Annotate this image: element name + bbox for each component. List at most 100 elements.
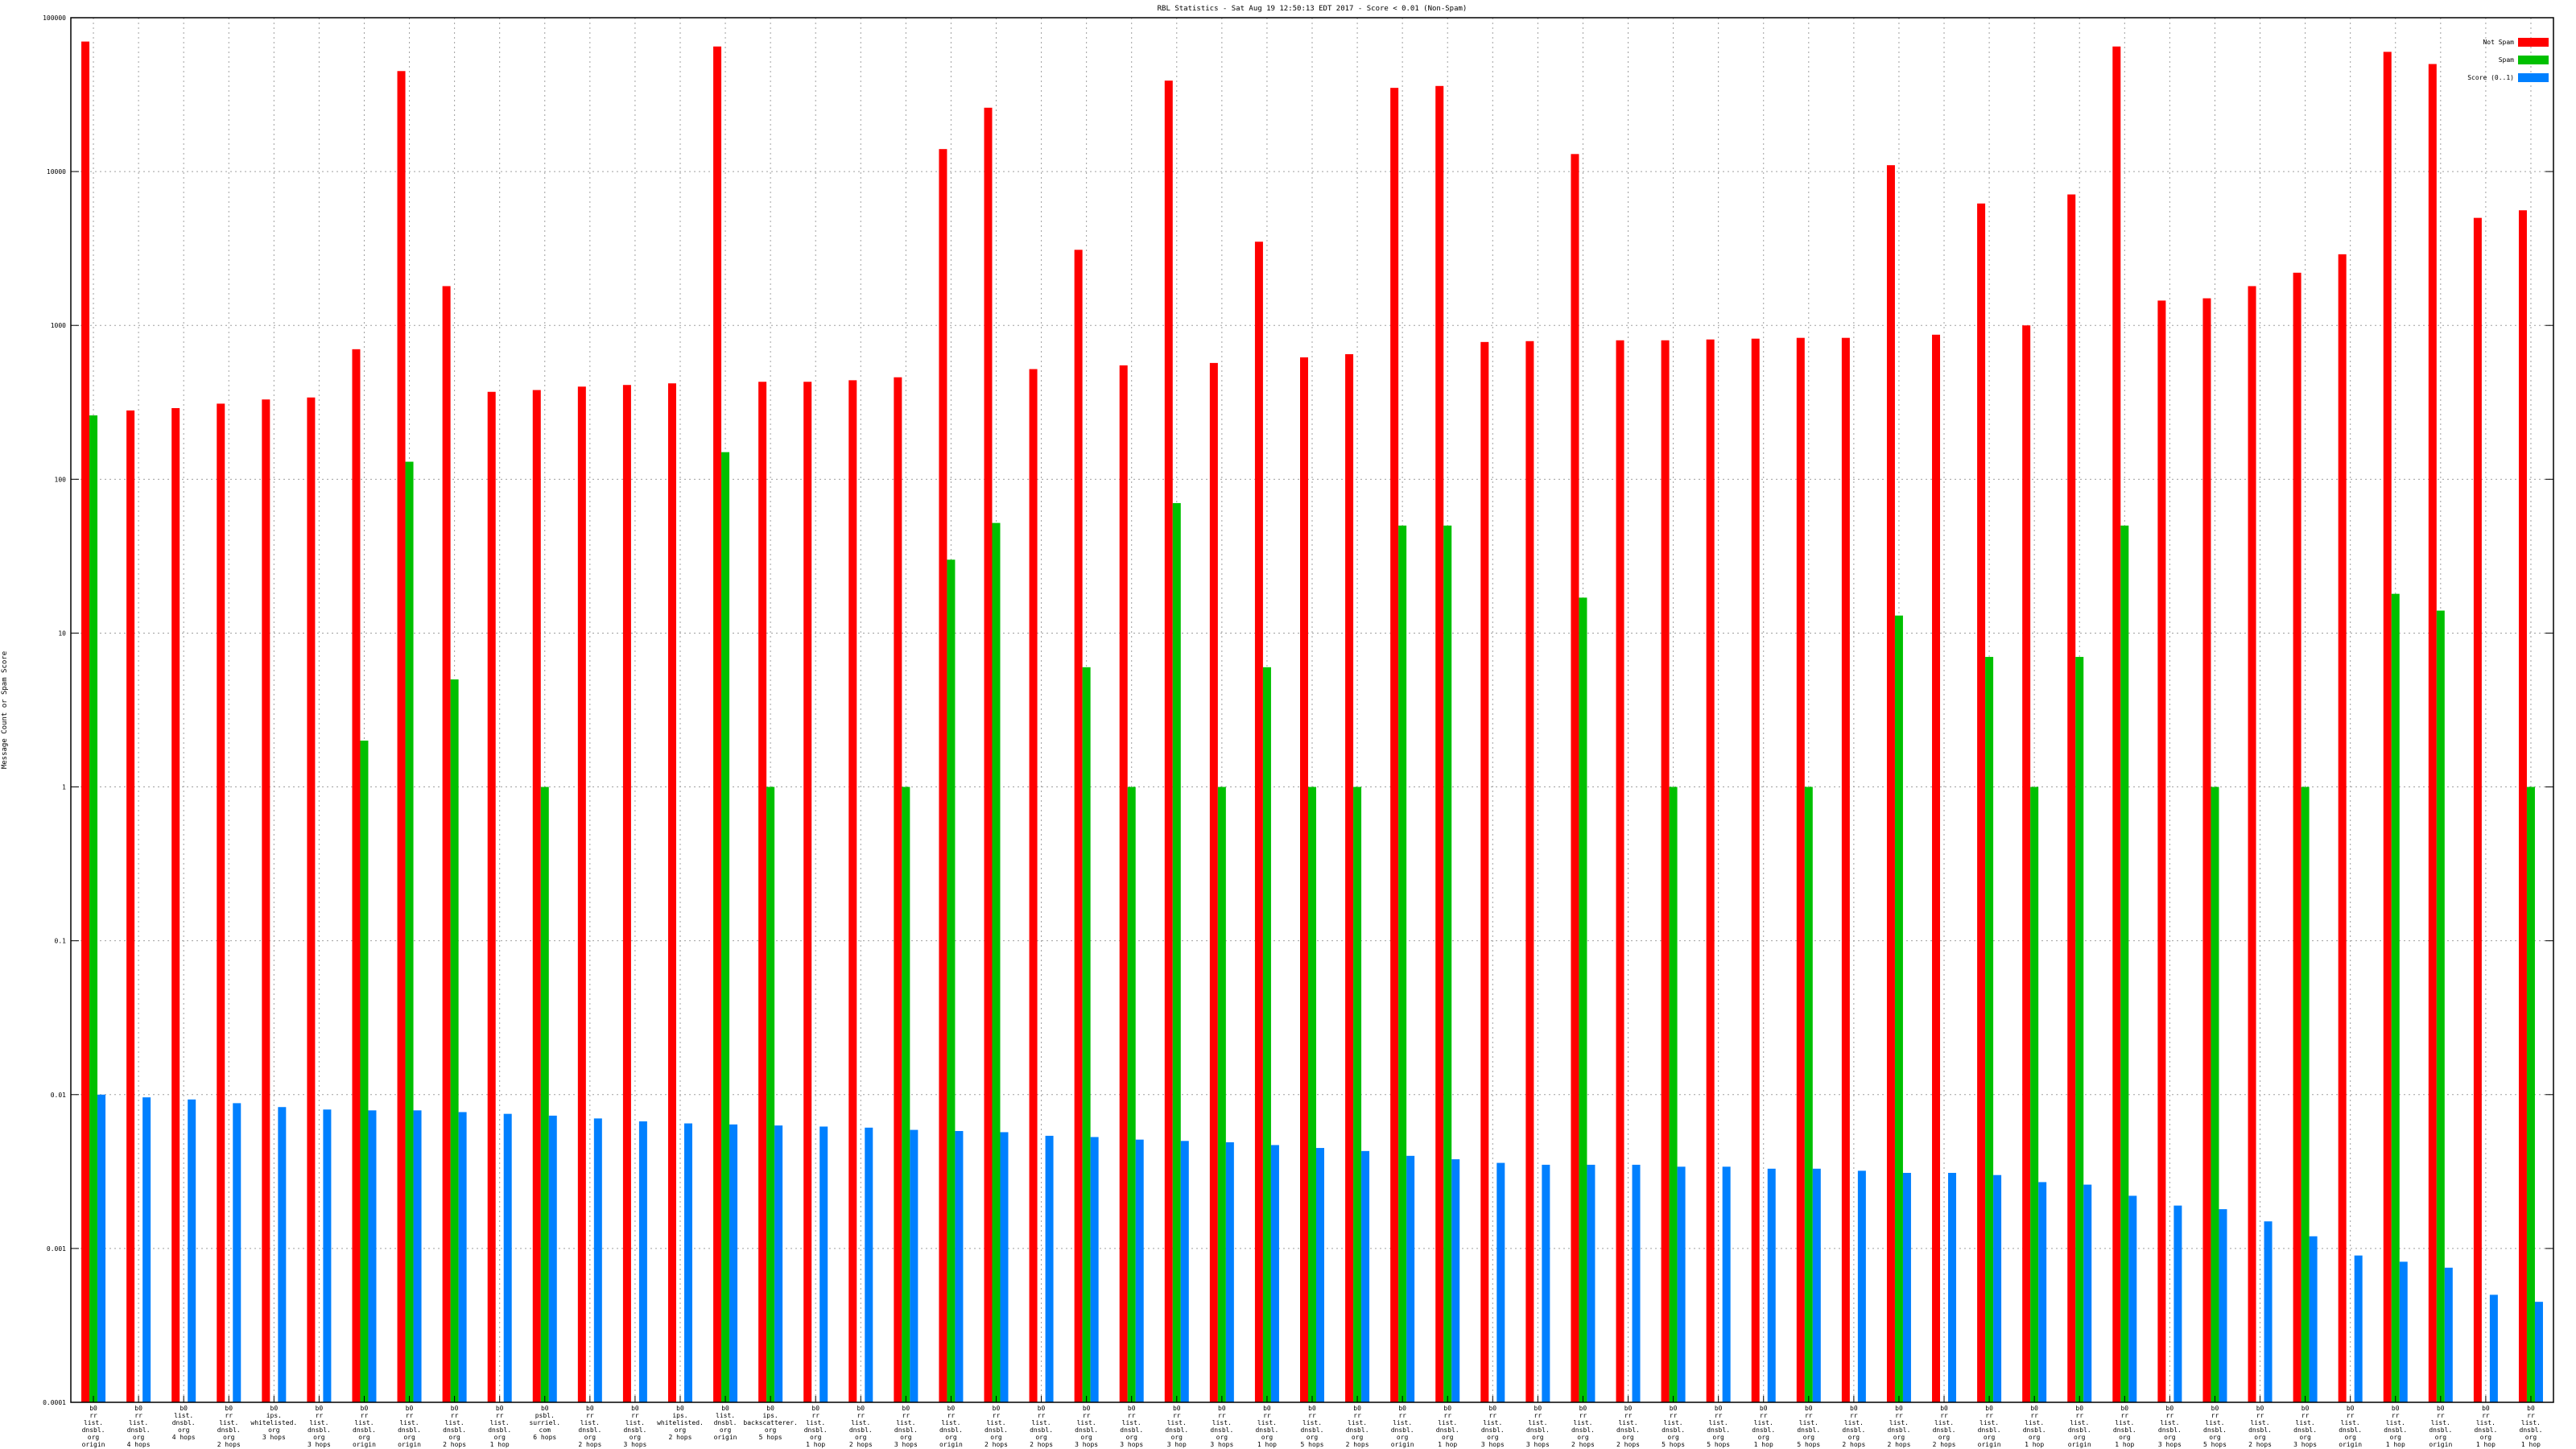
bar-not-spam	[307, 397, 316, 1402]
x-tick-label: b0	[270, 1405, 279, 1412]
x-tick-label: org	[1712, 1434, 1724, 1441]
x-tick-label: b0	[902, 1405, 910, 1412]
bar-spam	[1217, 786, 1226, 1402]
bar-spam	[2075, 657, 2084, 1402]
x-tick-label: rr	[1443, 1412, 1451, 1419]
x-tick-label: list.	[1077, 1419, 1096, 1426]
bar-not-spam	[397, 71, 406, 1403]
x-tick-label: dnsbl.	[1887, 1426, 1910, 1434]
x-tick-label: 2 hops	[1571, 1441, 1595, 1448]
x-tick-label: b0	[1805, 1405, 1813, 1412]
bar-not-spam	[848, 380, 857, 1403]
x-tick-label: b0	[721, 1405, 729, 1412]
bar-score-0-1	[368, 1110, 377, 1402]
x-tick-label: dnsbl.	[398, 1426, 421, 1434]
bar-score-0-1	[548, 1115, 557, 1402]
bar-spam	[2211, 786, 2219, 1402]
x-tick-label: rr	[1850, 1412, 1858, 1419]
bar-not-spam	[1751, 338, 1760, 1402]
bar-score-0-1	[1948, 1172, 1957, 1402]
x-tick-label: rr	[225, 1412, 233, 1419]
bar-score-0-1	[2264, 1221, 2273, 1402]
x-tick-label: 3 hops	[623, 1441, 646, 1448]
bar-score-0-1	[865, 1127, 873, 1402]
bar-score-0-1	[2219, 1209, 2227, 1402]
x-tick-label: org	[448, 1434, 460, 1441]
bar-score-0-1	[1632, 1164, 1641, 1402]
x-tick-label: org	[1171, 1434, 1183, 1441]
bar-spam	[1579, 597, 1587, 1402]
bar-not-spam	[171, 407, 180, 1403]
x-tick-label: b0	[1353, 1405, 1361, 1412]
x-tick-label: list.	[716, 1412, 735, 1419]
x-tick-label: rr	[2347, 1412, 2355, 1419]
x-tick-label: list.	[1528, 1419, 1547, 1426]
bar-not-spam	[1706, 339, 1715, 1402]
x-tick-label: rr	[2211, 1412, 2219, 1419]
x-tick-label: b0	[811, 1405, 819, 1412]
x-tick-label: list.	[1844, 1419, 1864, 1426]
x-tick-label: dnsbl.	[2023, 1426, 2046, 1434]
y-tick-label: 10	[58, 630, 66, 637]
bar-spam	[2030, 786, 2039, 1402]
x-tick-label: org	[720, 1426, 732, 1434]
bar-spam	[721, 452, 730, 1402]
x-tick-label: list.	[1167, 1419, 1187, 1426]
x-tick-label: org	[2344, 1434, 2356, 1441]
x-tick-label: dnsbl.	[2339, 1426, 2362, 1434]
x-axis-ticks: b0rrlist.dnsbl.orgoriginb0rrlist.dnsbl.o…	[82, 1396, 2542, 1448]
x-tick-label: dnsbl.	[1842, 1426, 1865, 1434]
legend: Not Spam Spam Score (0..1)	[2467, 38, 2549, 82]
x-tick-label: list.	[1302, 1419, 1322, 1426]
bar-not-spam	[217, 403, 225, 1402]
bar-not-spam	[1345, 353, 1354, 1402]
x-tick-label: org	[1035, 1434, 1047, 1441]
x-tick-label: list.	[1032, 1419, 1051, 1426]
x-tick-label: dnsbl.	[1391, 1426, 1414, 1434]
x-tick-label: org	[990, 1434, 1002, 1441]
x-tick-label: rr	[1218, 1412, 1226, 1419]
x-tick-label: dnsbl.	[353, 1426, 376, 1434]
bar-spam	[2436, 610, 2445, 1402]
bar-not-spam	[262, 399, 270, 1403]
legend-swatch	[2518, 56, 2549, 64]
x-tick-label: dnsbl.	[2429, 1426, 2452, 1434]
bar-score-0-1	[729, 1124, 738, 1402]
x-tick-label: 1 hop	[2386, 1441, 2405, 1448]
x-tick-label: 5 hops	[1301, 1441, 1324, 1448]
x-tick-label: org	[1622, 1434, 1634, 1441]
x-tick-label: org	[403, 1434, 415, 1441]
bar-not-spam	[1435, 85, 1444, 1402]
x-tick-label: org	[2299, 1434, 2311, 1441]
bar-spam	[1669, 786, 1678, 1402]
x-tick-label: 2 hops	[669, 1434, 692, 1441]
x-tick-label: org	[1938, 1434, 1951, 1441]
legend-label: Not Spam	[2483, 39, 2514, 46]
bar-score-0-1	[2534, 1302, 2543, 1402]
x-tick-label: 2 hops	[1616, 1441, 1640, 1448]
x-tick-label: 3 hops	[2293, 1441, 2317, 1448]
x-tick-label: list.	[1257, 1419, 1277, 1426]
bar-score-0-1	[458, 1112, 467, 1402]
bar-spam	[2120, 525, 2129, 1402]
x-tick-label: list.	[806, 1419, 825, 1426]
x-tick-label: b0	[2120, 1405, 2128, 1412]
x-tick-label: rr	[134, 1412, 142, 1419]
x-tick-label: b0	[1308, 1405, 1316, 1412]
x-tick-label: dnsbl.	[1526, 1426, 1550, 1434]
bar-not-spam	[1661, 340, 1670, 1402]
x-tick-label: b0	[1173, 1405, 1181, 1412]
bar-not-spam	[487, 391, 496, 1403]
x-tick-label: b0	[1579, 1405, 1587, 1412]
bar-score-0-1	[1090, 1137, 1099, 1402]
bar-score-0-1	[1902, 1172, 1911, 1402]
bar-not-spam	[622, 385, 631, 1403]
bar-not-spam	[1074, 250, 1083, 1403]
bar-score-0-1	[638, 1121, 647, 1402]
x-tick-label: list.	[1212, 1419, 1232, 1426]
x-tick-label: b0	[1624, 1405, 1633, 1412]
x-tick-label: 5 hops	[1707, 1441, 1730, 1448]
bar-not-spam	[2338, 254, 2347, 1403]
bar-not-spam	[2112, 46, 2121, 1402]
